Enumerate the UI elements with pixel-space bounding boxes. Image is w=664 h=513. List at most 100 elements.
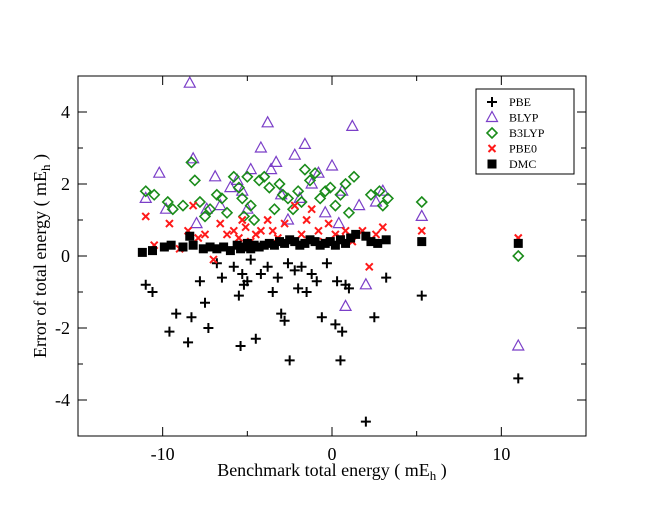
point-pbe [282,258,293,269]
point-blyp [332,216,346,229]
point-pbe0 [302,215,311,225]
point-b3lyp [281,192,295,205]
point-pbe [279,315,290,326]
point-dmc [198,244,208,254]
point-b3lyp [232,181,245,194]
point-dmc [320,238,330,248]
point-dmc [275,237,285,247]
point-pbe0 [234,233,244,243]
point-dmc [346,233,356,243]
point-pbe [296,261,307,272]
point-pbe [337,326,348,337]
point-blyp [281,212,295,225]
point-blyp [213,198,227,211]
legend-entry-pbe: PBE [487,95,531,109]
point-pbe0 [290,201,299,210]
point-b3lyp [161,195,174,209]
point-b3lyp [193,195,207,209]
point-dmc [280,238,290,248]
point-blyp [376,183,390,196]
point-blyp [352,198,366,211]
point-blyp [305,176,319,189]
point-pbe [513,373,524,384]
point-pbe0 [229,226,238,236]
point-b3lyp [258,170,271,183]
point-blyp [223,180,237,193]
point-pbe0 [194,233,203,243]
point-pbe0 [141,212,150,221]
point-pbe [381,272,392,283]
point-b3lyp [415,195,428,209]
point-pbe0 [324,219,333,228]
point-dmc [264,238,274,248]
point-dmc [188,240,198,250]
x-tick-label: 0 [328,444,337,464]
point-b3lyp [198,210,212,223]
point-pbe [284,355,295,366]
point-pbe0 [200,230,210,239]
y-axis-title: Error of total energy ( mEh ) [30,154,53,358]
legend-entry-dmc: DMC [487,157,536,171]
point-b3lyp [334,188,347,201]
point-blyp [240,201,254,214]
legend-label-pbe0: PBE0 [509,142,537,156]
point-b3lyp [303,174,317,187]
point-blyp [152,165,166,178]
point-dmc [225,246,235,256]
point-dmc [212,244,222,254]
point-b3lyp [376,199,389,212]
point-dmc [341,238,351,248]
point-pbe [343,283,354,294]
axis-ticks: -10 0 10 -4 -2 0 2 4 [55,75,587,464]
point-pbe [203,323,214,333]
point-pbe0 [209,255,218,264]
point-pbe0 [314,226,323,236]
point-blyp [254,140,268,153]
point-b3lyp [329,199,342,212]
point-dmc [178,242,188,252]
point-b3lyp [308,167,322,180]
point-b3lyp [227,170,240,183]
point-dmc [361,231,371,241]
point-b3lyp [263,181,276,194]
point-b3lyp [236,192,249,205]
point-pbe [267,287,278,297]
point-b3lyp [244,199,257,212]
point-dmc [205,242,215,252]
point-b3lyp [188,174,201,187]
point-dmc [242,238,252,248]
point-blyp [235,183,249,196]
point-b3lyp [339,177,352,191]
point-pbe [186,312,197,323]
point-dmc [325,237,335,247]
point-pbe [228,261,239,272]
point-pbe [276,308,287,319]
point-pbe [235,341,246,351]
point-b3lyp [185,156,198,169]
point-pbe [369,312,380,323]
point-dmc [373,238,383,248]
point-pbe0 [238,215,247,225]
point-b3lyp [241,170,254,183]
point-pbe [293,283,304,294]
point-b3lyp [215,192,229,205]
point-dmc [315,240,325,250]
point-dmc [513,238,523,248]
point-pbe [147,287,158,297]
point-blyp [183,75,197,88]
point-pbe [311,276,322,287]
y-tick-label: 0 [61,246,70,266]
point-b3lyp [295,195,308,209]
point-b3lyp [276,188,290,201]
legend-marker-dmc [487,159,497,169]
point-dmc [285,235,295,245]
x-axis-title: Benchmark total energy ( mEh ) [217,460,447,483]
point-pbe [330,319,341,330]
point-b3lyp [203,203,217,216]
point-b3lyp [347,170,361,183]
point-blyp [369,194,383,207]
point-pbe [306,269,317,279]
point-blyp [208,169,222,182]
